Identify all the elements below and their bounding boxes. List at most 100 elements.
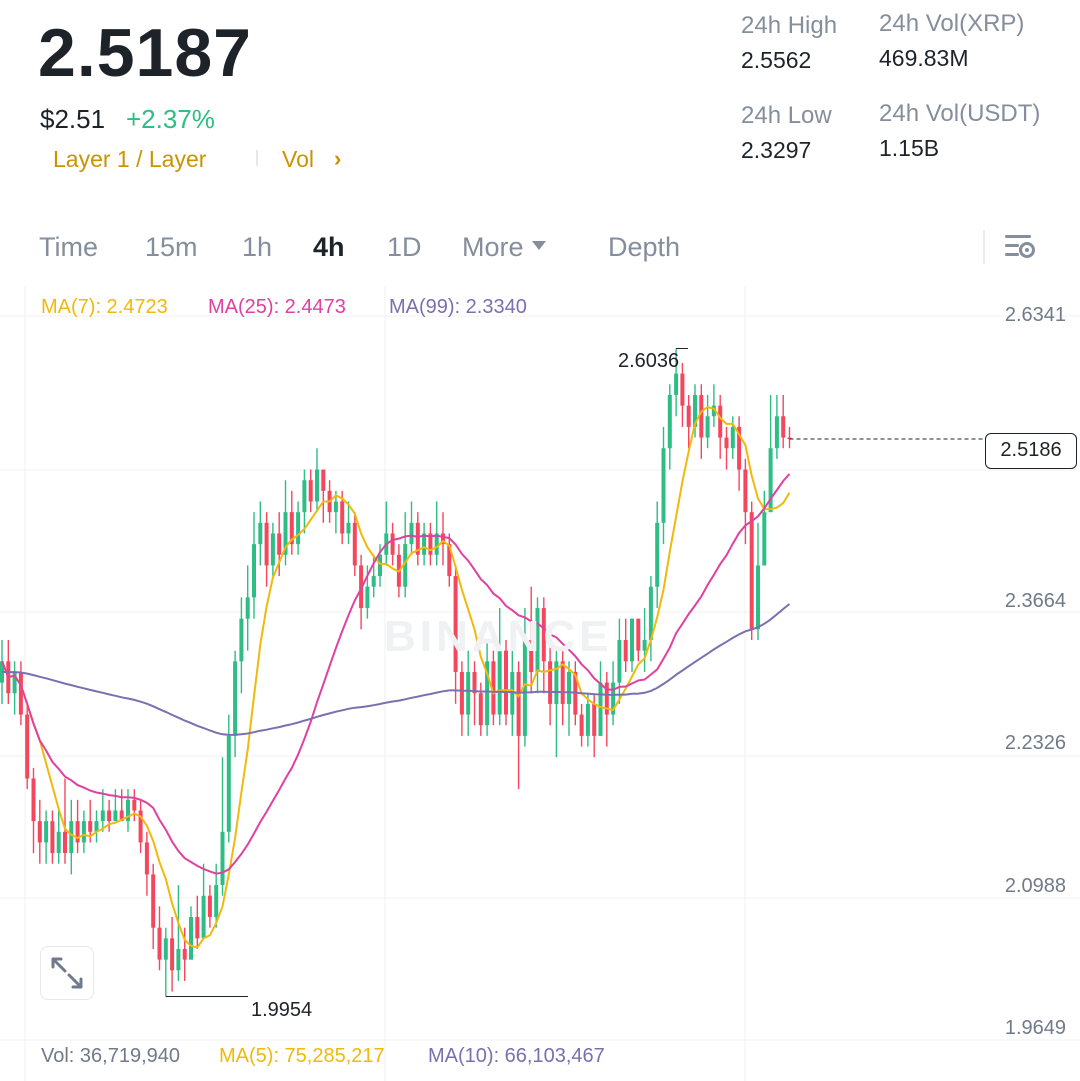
- candle-body: [119, 810, 124, 822]
- tab-15m[interactable]: 15m: [145, 232, 198, 262]
- candle-body: [18, 671, 23, 715]
- candle-body: [346, 522, 351, 534]
- candle-body: [579, 714, 584, 736]
- candle-body: [441, 533, 445, 545]
- candle-body: [94, 821, 99, 832]
- candle-body: [201, 895, 206, 939]
- candle-body: [283, 512, 288, 555]
- candle-body: [151, 874, 156, 928]
- candle-body: [522, 640, 527, 736]
- candle-body: [529, 640, 534, 672]
- candle-body: [472, 671, 477, 694]
- candle-body: [535, 608, 540, 672]
- chart-annotations: [165, 347, 985, 998]
- candle-body: [315, 469, 319, 502]
- candle-body: [743, 469, 748, 513]
- candle-body: [296, 512, 301, 545]
- candle-body: [661, 448, 666, 523]
- candle-body: [705, 416, 710, 438]
- candle-body: [510, 671, 515, 715]
- tab-4h[interactable]: 4h: [313, 232, 345, 262]
- candle-body: [674, 373, 679, 395]
- candle-body: [31, 778, 36, 822]
- category-tag-link[interactable]: Layer 1 / Layer: [53, 146, 207, 172]
- candle-body: [422, 533, 427, 555]
- y-tick-5: 1.9649: [1004, 1017, 1066, 1039]
- candle-body: [352, 522, 357, 566]
- volume-value: Vol: 36,719,940: [41, 1045, 181, 1067]
- candle-body: [478, 693, 483, 726]
- candle-body: [485, 661, 490, 726]
- y-tick-2: 2.3664: [1004, 590, 1066, 612]
- candle-body: [459, 671, 464, 715]
- chevron-right-icon[interactable]: ›: [334, 146, 342, 171]
- candle-body: [768, 448, 773, 513]
- candle-body: [560, 661, 565, 704]
- candle-body: [680, 373, 685, 406]
- expand-chart-button[interactable]: [40, 946, 94, 1000]
- vol-tag-link[interactable]: Vol: [282, 146, 314, 172]
- candle-body: [333, 501, 338, 513]
- candle-body: [762, 512, 767, 566]
- ma25-line: [1, 473, 791, 875]
- candle-body: [428, 533, 433, 555]
- candle-body: [504, 650, 508, 715]
- candle-body: [623, 640, 628, 662]
- candle-body: [138, 810, 143, 843]
- candle-body: [340, 501, 345, 534]
- candle-body: [258, 522, 263, 545]
- candle-body: [598, 682, 603, 736]
- candle-body: [88, 821, 93, 832]
- candle-body: [75, 821, 80, 843]
- volume-ma10: MA(10): 66,103,467: [428, 1045, 605, 1067]
- candle-body: [585, 703, 590, 736]
- tab-more[interactable]: More: [462, 232, 546, 263]
- watermark: BINANCE: [384, 612, 613, 661]
- candle-body: [491, 661, 496, 715]
- tab-1d[interactable]: 1D: [387, 232, 422, 262]
- candle-body: [220, 831, 225, 886]
- candle-body: [378, 554, 382, 577]
- candlestick-chart[interactable]: [0, 286, 1080, 1081]
- tab-more-label: More: [462, 232, 524, 262]
- candle-body: [56, 831, 61, 854]
- candle-body: [107, 810, 112, 822]
- candle-body: [648, 586, 653, 641]
- candle-body: [270, 533, 275, 566]
- candle-body: [182, 948, 187, 960]
- ma7-line: [1, 406, 791, 949]
- candle-body: [50, 821, 55, 854]
- candle-body: [207, 895, 212, 918]
- toolbar-divider: [983, 230, 985, 264]
- high-value: 2.5562: [741, 47, 812, 73]
- candle-body: [365, 586, 370, 609]
- vol-quote-label: 24h Vol(USDT): [879, 100, 1041, 127]
- candle-body: [667, 394, 672, 449]
- candle-body: [132, 799, 137, 811]
- tab-time[interactable]: Time: [39, 232, 98, 262]
- candle-body: [44, 821, 49, 843]
- candle-body: [214, 885, 219, 918]
- candle-body: [100, 810, 105, 822]
- candle-body: [176, 948, 181, 971]
- tab-depth[interactable]: Depth: [608, 232, 681, 262]
- candle-body: [724, 437, 729, 449]
- candle-body: [718, 405, 723, 438]
- candle-body: [113, 810, 118, 822]
- candle-body: [195, 917, 200, 939]
- tab-1h[interactable]: 1h: [242, 232, 273, 262]
- tag-divider: [256, 150, 258, 166]
- caret-down-icon: [531, 241, 546, 251]
- chart-settings-icon[interactable]: [1003, 232, 1037, 262]
- candle-body: [497, 650, 502, 715]
- candle-body: [189, 917, 193, 960]
- candle-body: [170, 938, 175, 971]
- low-marker-label: 1.9954: [251, 999, 313, 1021]
- candle-body: [390, 533, 395, 555]
- price-change-percent: +2.37%: [126, 104, 215, 134]
- candle-body: [409, 522, 414, 545]
- candle-body: [434, 533, 439, 555]
- candle-body: [289, 512, 294, 545]
- ma-lines-layer: [1, 406, 791, 949]
- candle-body: [617, 640, 622, 683]
